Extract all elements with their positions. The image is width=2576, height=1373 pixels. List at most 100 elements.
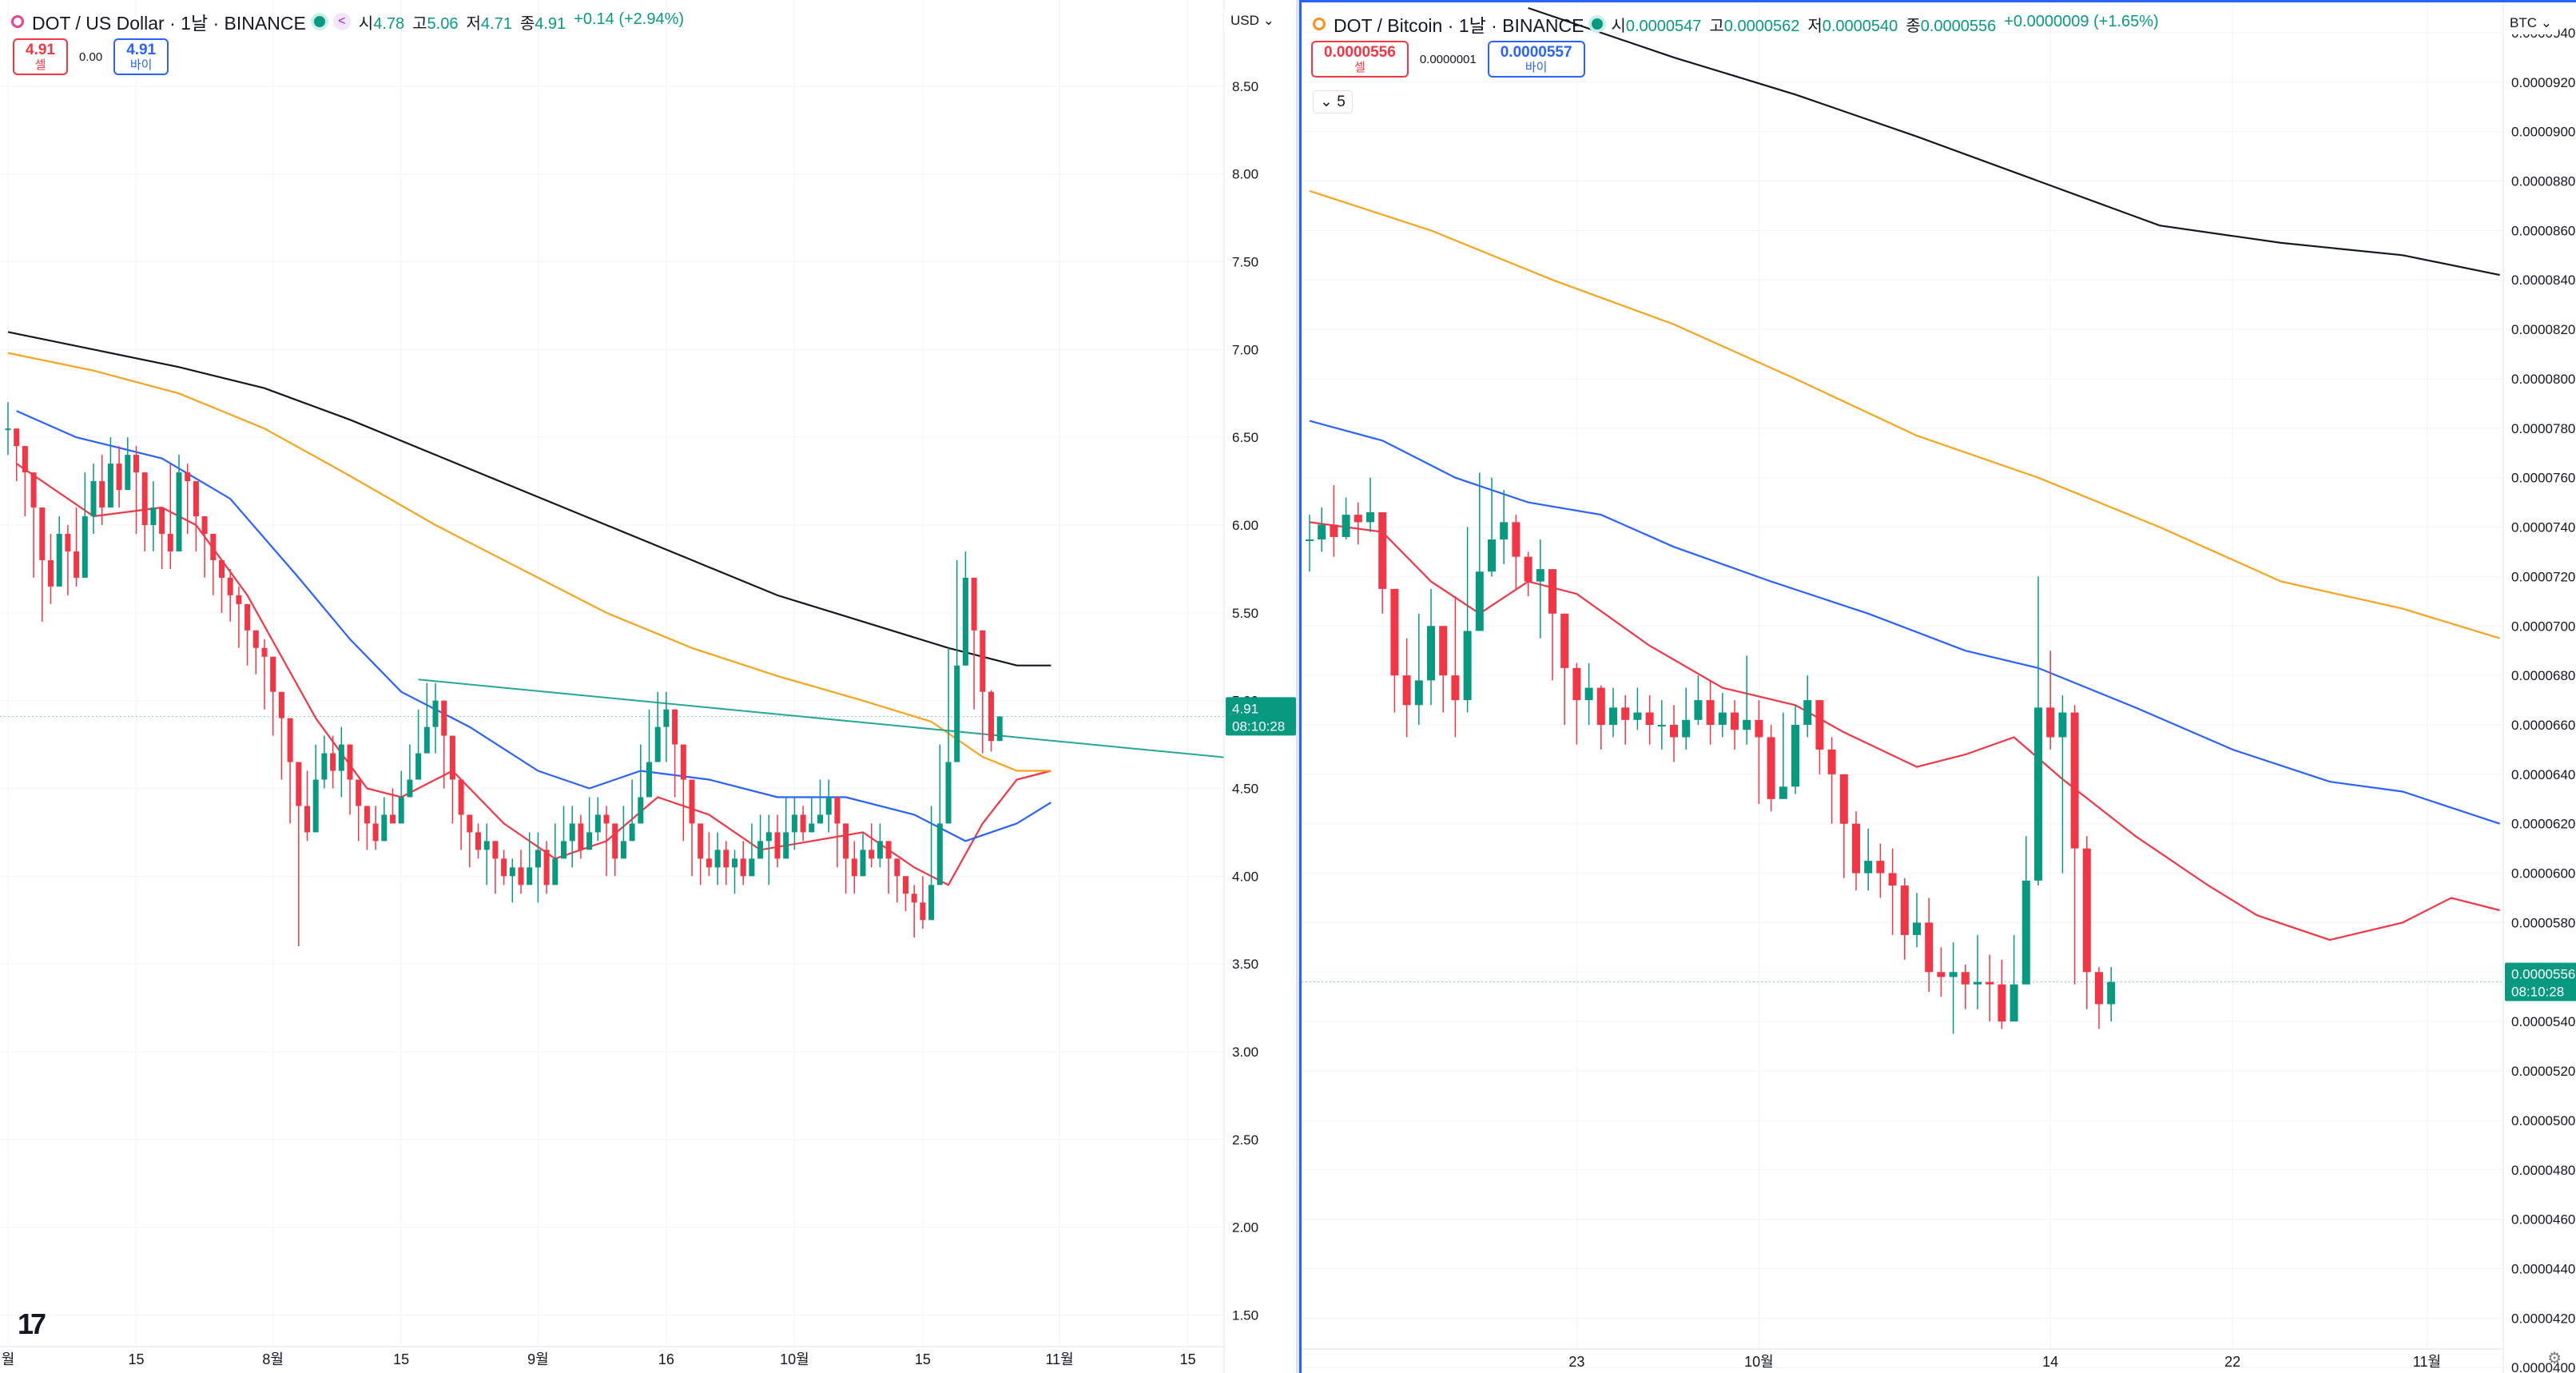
candle[interactable] bbox=[509, 858, 515, 903]
candle[interactable] bbox=[1609, 687, 1617, 738]
moving-average-line[interactable] bbox=[16, 463, 1051, 886]
candle[interactable] bbox=[988, 690, 994, 752]
price-scale[interactable]: 8.508.007.507.006.506.005.505.004.504.00… bbox=[1223, 0, 1298, 1373]
candle[interactable] bbox=[432, 683, 439, 754]
candle[interactable] bbox=[603, 806, 610, 877]
moving-average-line[interactable] bbox=[1309, 521, 2500, 941]
candlestick-chart-dot-btc[interactable]: 0.00009400.00009200.00009000.00008800.00… bbox=[1302, 2, 2576, 1373]
candle[interactable] bbox=[594, 797, 601, 842]
chart-pane-dot-usd[interactable]: 8.508.007.507.006.506.005.505.004.504.00… bbox=[0, 0, 1298, 1373]
candle[interactable] bbox=[612, 823, 618, 877]
moving-average-line[interactable] bbox=[16, 410, 1051, 842]
candle[interactable] bbox=[920, 876, 926, 929]
candle[interactable] bbox=[81, 472, 88, 578]
candle[interactable] bbox=[2107, 967, 2116, 1022]
candle[interactable] bbox=[1767, 724, 1775, 812]
candle[interactable] bbox=[1974, 934, 1982, 1009]
candle[interactable] bbox=[501, 850, 507, 885]
candle[interactable] bbox=[1512, 515, 1521, 589]
candle[interactable] bbox=[834, 797, 841, 868]
candle[interactable] bbox=[1330, 484, 1338, 557]
candle[interactable] bbox=[629, 779, 635, 842]
candle[interactable] bbox=[381, 797, 388, 842]
buy-button[interactable]: 0.0000557 바이 bbox=[1487, 41, 1585, 78]
indicator-collapse-button[interactable]: ⌄ 5 bbox=[1313, 90, 1353, 113]
candle[interactable] bbox=[757, 814, 764, 859]
candle[interactable] bbox=[1718, 692, 1727, 738]
candle[interactable] bbox=[1888, 848, 1897, 935]
sell-button[interactable]: 4.91 셀 bbox=[13, 38, 68, 75]
candle[interactable] bbox=[116, 446, 122, 508]
candle[interactable] bbox=[185, 464, 191, 534]
candle[interactable] bbox=[1852, 811, 1860, 891]
candle[interactable] bbox=[765, 814, 772, 885]
candle[interactable] bbox=[467, 814, 473, 868]
candle[interactable] bbox=[569, 806, 575, 868]
candle[interactable] bbox=[1354, 502, 1362, 545]
candle[interactable] bbox=[201, 516, 208, 578]
candle[interactable] bbox=[1827, 737, 1836, 824]
candlestick-chart-dot-usd[interactable]: 8.508.007.507.006.506.005.505.004.504.00… bbox=[0, 0, 1298, 1373]
candle[interactable] bbox=[125, 437, 131, 491]
candle[interactable] bbox=[817, 779, 823, 824]
candle[interactable] bbox=[244, 603, 251, 666]
candle[interactable] bbox=[372, 806, 379, 850]
candle[interactable] bbox=[936, 744, 943, 885]
symbol-title[interactable]: DOT / US Dollar · 1날 · BINANCE bbox=[32, 13, 306, 34]
candle[interactable] bbox=[1475, 472, 1484, 631]
candle[interactable] bbox=[1694, 675, 1703, 725]
candle[interactable] bbox=[1791, 705, 1799, 794]
candle[interactable] bbox=[1900, 878, 1909, 960]
candle[interactable] bbox=[1463, 527, 1472, 713]
candle[interactable] bbox=[2082, 836, 2091, 1009]
candle[interactable] bbox=[543, 841, 550, 894]
candle[interactable] bbox=[390, 788, 396, 824]
candle[interactable] bbox=[1500, 490, 1509, 564]
share-icon[interactable]: < bbox=[332, 13, 351, 30]
candle[interactable] bbox=[167, 464, 173, 569]
candle[interactable] bbox=[663, 691, 670, 762]
candle[interactable] bbox=[1584, 663, 1593, 725]
candle[interactable] bbox=[1451, 596, 1460, 738]
candle[interactable] bbox=[296, 762, 302, 947]
candle[interactable] bbox=[843, 823, 849, 894]
candle[interactable] bbox=[5, 402, 11, 456]
candle[interactable] bbox=[578, 814, 584, 859]
candle[interactable] bbox=[415, 709, 422, 780]
candle[interactable] bbox=[980, 630, 986, 754]
candle[interactable] bbox=[535, 832, 541, 903]
candle[interactable] bbox=[1439, 626, 1448, 713]
candle[interactable] bbox=[1961, 965, 1970, 1009]
candle[interactable] bbox=[723, 841, 729, 885]
candle[interactable] bbox=[193, 481, 199, 551]
candle[interactable] bbox=[107, 437, 113, 508]
candle[interactable] bbox=[48, 533, 54, 604]
candle[interactable] bbox=[347, 744, 353, 815]
candle[interactable] bbox=[527, 832, 533, 885]
time-axis[interactable]: 월158월159월1610월1511월1512월16 bbox=[0, 1346, 1298, 1367]
candle[interactable] bbox=[74, 507, 80, 587]
candle[interactable] bbox=[1366, 477, 1374, 532]
candle[interactable] bbox=[252, 630, 259, 675]
candle[interactable] bbox=[1986, 954, 1994, 1022]
candle[interactable] bbox=[1427, 588, 1435, 706]
candle[interactable] bbox=[654, 691, 661, 762]
candle[interactable] bbox=[449, 735, 455, 824]
candle[interactable] bbox=[518, 850, 524, 894]
candle[interactable] bbox=[1682, 687, 1691, 750]
candle[interactable] bbox=[2010, 934, 2018, 1022]
candle[interactable] bbox=[680, 744, 686, 842]
candle[interactable] bbox=[945, 647, 952, 824]
candle[interactable] bbox=[1378, 511, 1387, 614]
candle[interactable] bbox=[698, 823, 704, 885]
candle[interactable] bbox=[586, 797, 593, 850]
candle[interactable] bbox=[1318, 507, 1326, 552]
candle[interactable] bbox=[561, 806, 566, 859]
candle[interactable] bbox=[732, 850, 737, 894]
candle[interactable] bbox=[869, 823, 875, 868]
candle[interactable] bbox=[56, 516, 62, 587]
candle[interactable] bbox=[1621, 694, 1630, 745]
candle[interactable] bbox=[1524, 551, 1532, 597]
candle[interactable] bbox=[1536, 539, 1544, 639]
candle[interactable] bbox=[1864, 828, 1873, 891]
